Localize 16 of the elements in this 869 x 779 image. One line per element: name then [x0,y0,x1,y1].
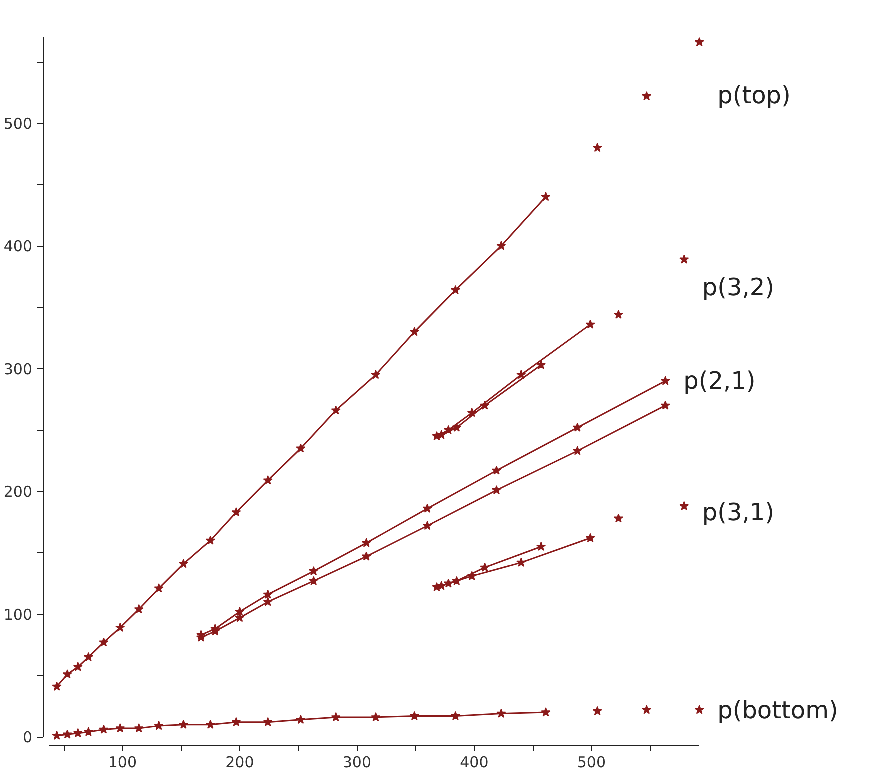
x-tick-label: 200 [226,754,254,772]
y-tick-label: 0 [22,728,33,747]
x-tick-label: 500 [577,754,606,772]
y-tick-label: 500 [4,114,33,133]
y-tick-label: 100 [4,606,33,624]
y-tick-label: 300 [4,360,33,378]
series-label: p(top) [718,82,791,110]
series-label: p(3,1) [702,498,774,526]
series-label: p(bottom) [718,696,838,725]
series-label: p(2,1) [684,367,756,396]
x-tick-label: 400 [460,754,489,772]
x-tick-label: 100 [108,754,138,772]
y-tick-label: 400 [4,238,33,256]
series-label: p(3,2) [702,273,774,302]
x-tick-label: 300 [342,754,372,772]
y-tick-label: 200 [4,483,33,502]
